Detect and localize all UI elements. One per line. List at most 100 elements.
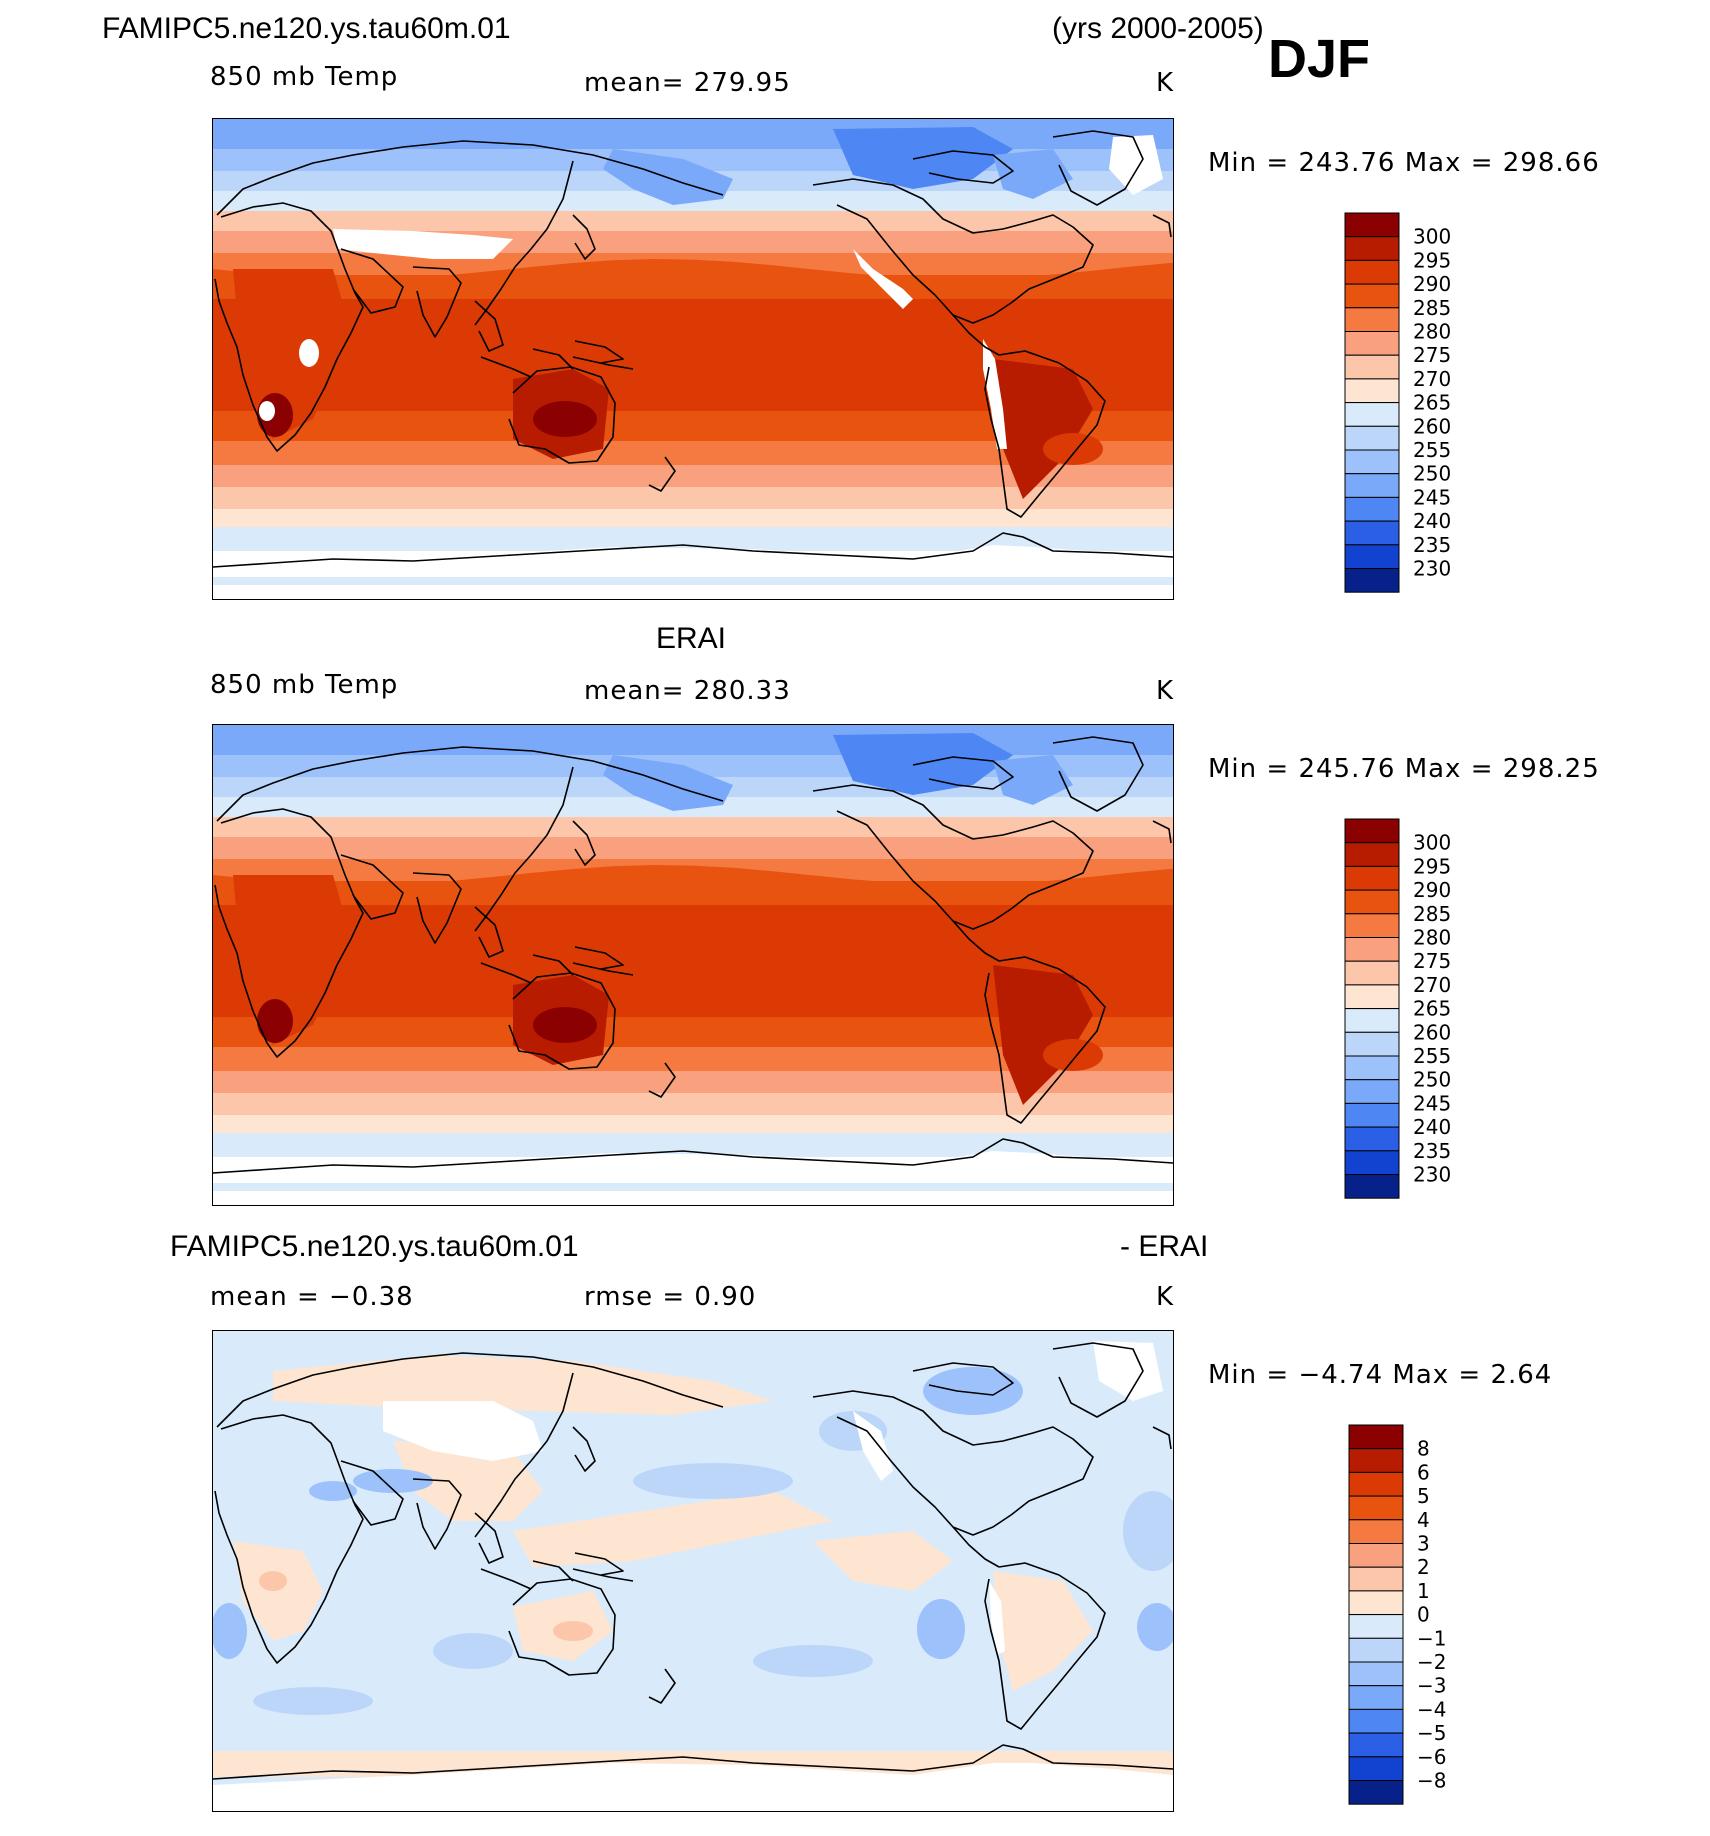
colorbar-swatch <box>1344 236 1400 261</box>
colorbar-swatch <box>1344 496 1400 522</box>
colorbar-swatch <box>1348 1495 1404 1521</box>
colorbar-model: 300 295 290 285 280 275 270 265 260 255 250 245 240 2… <box>1344 212 1484 597</box>
colorbar-swatch <box>1348 1614 1404 1639</box>
colorbar-tick-label: 4 <box>1417 1508 1430 1532</box>
colorbar-tick-label: 280 <box>1413 926 1451 950</box>
colorbar-tick-label: 2 <box>1417 1555 1430 1579</box>
colorbar-swatch <box>1348 1519 1404 1545</box>
colorbar-tick-label: 265 <box>1413 997 1451 1021</box>
colorbar-tick-label: −4 <box>1417 1697 1446 1721</box>
years-label: (yrs 2000-2005) <box>1052 12 1264 45</box>
colorbar-tick-label: 260 <box>1413 414 1451 438</box>
colorbar-swatch <box>1344 960 1400 986</box>
panel1-units: K <box>1156 68 1175 98</box>
colorbar-tick-label: 5 <box>1417 1484 1430 1508</box>
colorbar-swatch <box>1344 212 1400 238</box>
colorbar-swatch <box>1344 1055 1400 1081</box>
colorbar-tick-label: 300 <box>1413 225 1451 249</box>
colorbar-swatch <box>1348 1756 1404 1781</box>
map-panel-obs <box>212 724 1174 1206</box>
colorbar-swatch <box>1348 1637 1404 1663</box>
colorbar-swatch <box>1344 937 1400 962</box>
colorbar-swatch <box>1348 1661 1404 1687</box>
panel2-minmax: Min = 245.76 Max = 298.25 <box>1208 754 1600 784</box>
colorbar-swatch <box>1344 1031 1400 1057</box>
season-label: DJF <box>1268 29 1371 89</box>
colorbar-swatch <box>1344 378 1400 404</box>
colorbar-swatch <box>1348 1732 1404 1758</box>
colorbar-swatch <box>1344 520 1400 546</box>
colorbar-tick-label: 255 <box>1413 438 1451 462</box>
colorbar-tick-label: 300 <box>1413 831 1451 855</box>
colorbar-tick-label: 245 <box>1413 1091 1451 1115</box>
colorbar-tick-label: 270 <box>1413 367 1451 391</box>
colorbar-tick-label: 235 <box>1413 533 1451 557</box>
colorbar-tick-label: −2 <box>1417 1650 1446 1674</box>
colorbar-swatch <box>1344 1102 1400 1128</box>
colorbar-swatch <box>1344 402 1400 427</box>
panel3-rmse: rmse = 0.90 <box>584 1282 757 1312</box>
panel2-title: ERAI <box>656 622 727 655</box>
colorbar-tick-label: 1 <box>1417 1579 1430 1603</box>
colorbar-swatch <box>1344 283 1400 309</box>
colorbar-tick-label: 250 <box>1413 462 1451 486</box>
panel2-field-label: 850 mb Temp <box>210 670 399 700</box>
colorbar-tick-label: −3 <box>1417 1674 1446 1698</box>
colorbar-swatch <box>1344 1126 1400 1152</box>
case-title: FAMIPC5.ne120.ys.tau60m.01 <box>102 12 511 45</box>
colorbar-tick-label: 8 <box>1417 1437 1430 1461</box>
colorbar-tick-label: 230 <box>1413 1163 1451 1187</box>
colorbar-swatch <box>1344 544 1400 569</box>
colorbar-swatch <box>1344 473 1400 498</box>
colorbar-swatch <box>1344 818 1400 844</box>
colorbar-swatch <box>1344 842 1400 867</box>
colorbar-swatch <box>1344 307 1400 333</box>
colorbar-tick-label: 260 <box>1413 1020 1451 1044</box>
colorbar-tick-label: 275 <box>1413 949 1451 973</box>
panel1-field-label: 850 mb Temp <box>210 62 399 92</box>
colorbar-diff: 8 6 5 4 3 2 1 0 −1 −2 −3 −4 −5 −6 −8 <box>1348 1424 1488 1809</box>
colorbar-swatch <box>1344 449 1400 475</box>
colorbar-tick-label: −5 <box>1417 1721 1446 1745</box>
colorbar-tick-label: 245 <box>1413 485 1451 509</box>
colorbar-swatch <box>1344 1150 1400 1175</box>
colorbar-tick-label: 290 <box>1413 878 1451 902</box>
colorbar-tick-label: 295 <box>1413 248 1451 272</box>
colorbar-tick-label: 270 <box>1413 973 1451 997</box>
colorbar-swatch <box>1344 889 1400 915</box>
colorbar-swatch <box>1344 568 1400 593</box>
colorbar-swatch <box>1344 259 1400 285</box>
colorbar-tick-label: 275 <box>1413 343 1451 367</box>
panel3-units: K <box>1156 1282 1175 1312</box>
colorbar-tick-label: 0 <box>1417 1603 1430 1627</box>
colorbar-tick-label: 280 <box>1413 320 1451 344</box>
colorbar-swatch <box>1344 1008 1400 1033</box>
colorbar-swatch <box>1344 1079 1400 1104</box>
colorbar-swatch <box>1348 1780 1404 1805</box>
colorbar-swatch <box>1348 1566 1404 1592</box>
map-panel-model <box>212 118 1174 600</box>
colorbar-tick-label: −1 <box>1417 1626 1446 1650</box>
colorbar-swatch <box>1348 1708 1404 1734</box>
colorbar-tick-label: 285 <box>1413 296 1451 320</box>
panel3-title-right: - ERAI <box>1120 1230 1209 1263</box>
colorbar-tick-label: 240 <box>1413 509 1451 533</box>
panel3-title-left: FAMIPC5.ne120.ys.tau60m.01 <box>170 1230 579 1263</box>
colorbar-swatch <box>1348 1590 1404 1616</box>
colorbar-swatch <box>1344 984 1400 1010</box>
colorbar-obs: 300 295 290 285 280 275 270 265 260 255 250 245 240 2… <box>1344 818 1484 1203</box>
colorbar-tick-label: 230 <box>1413 557 1451 581</box>
map-panel-diff <box>212 1330 1174 1812</box>
colorbar-swatch <box>1344 331 1400 356</box>
panel3-mean: mean = −0.38 <box>210 1282 414 1312</box>
colorbar-swatch <box>1348 1543 1404 1568</box>
colorbar-swatch <box>1348 1471 1404 1497</box>
colorbar-tick-label: 295 <box>1413 854 1451 878</box>
colorbar-swatch <box>1344 865 1400 891</box>
panel1-minmax: Min = 243.76 Max = 298.66 <box>1208 148 1600 178</box>
colorbar-tick-label: −8 <box>1417 1769 1446 1793</box>
colorbar-tick-label: 3 <box>1417 1532 1430 1556</box>
colorbar-swatch <box>1348 1685 1404 1710</box>
panel2-units: K <box>1156 676 1175 706</box>
colorbar-tick-label: 250 <box>1413 1068 1451 1092</box>
